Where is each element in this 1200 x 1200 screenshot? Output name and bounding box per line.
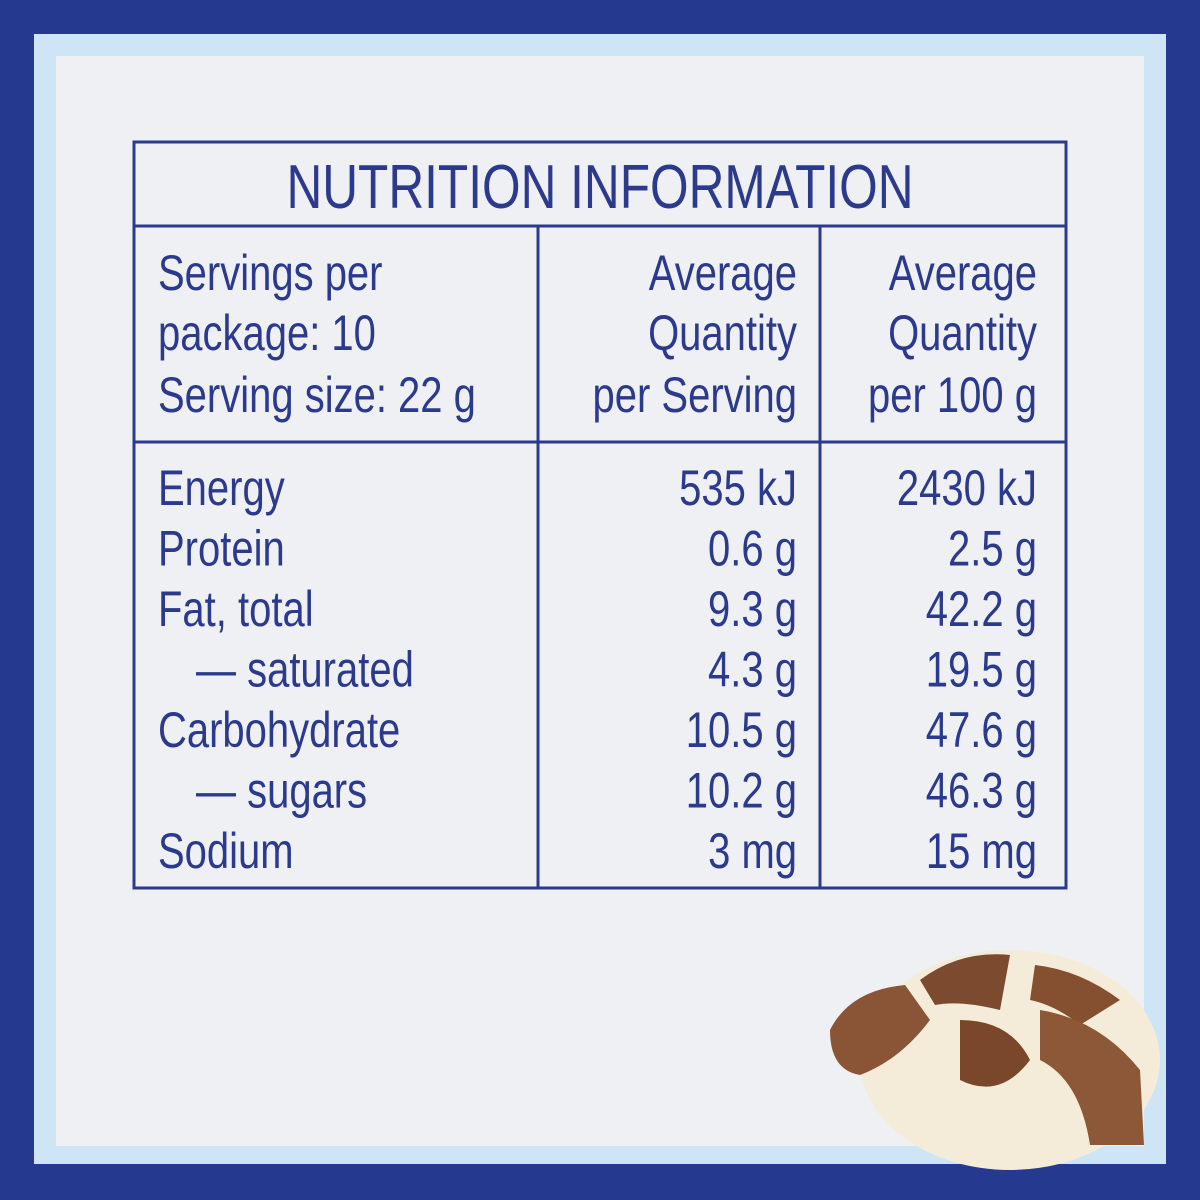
header-text: Average [889,245,1037,301]
nutrient-label: — saturated [196,641,414,697]
nutrient-label: Sodium [158,823,294,879]
per-100g-value: 47.6 g [926,702,1037,758]
nutrition-table [132,140,1068,890]
header-text: per Serving [592,367,797,423]
nutrient-label: Energy [158,460,285,516]
nutrient-label: Fat, total [158,581,314,637]
header-text: package: 10 [158,305,376,361]
table-text: NUTRITION INFORMATION Servings perpackage… [158,152,1037,879]
header-text: Quantity [648,305,797,361]
header-text: Serving size: 22 g [158,367,476,423]
nutrient-label: Carbohydrate [158,702,400,758]
header-text: Quantity [888,305,1037,361]
per-serving-value: 10.5 g [686,702,797,758]
per-serving-value: 3 mg [708,823,797,879]
header-text: per 100 g [868,367,1037,423]
per-100g-value: 2.5 g [948,520,1037,576]
header-text: Servings per [158,245,383,301]
ice-cream [830,950,1160,1170]
per-100g-value: 2430 kJ [897,460,1037,516]
header-text: Average [649,245,797,301]
per-serving-value: 9.3 g [708,581,797,637]
per-serving-value: 4.3 g [708,641,797,697]
per-serving-value: 10.2 g [686,762,797,818]
per-100g-value: 19.5 g [926,641,1037,697]
nutrient-label: Protein [158,520,285,576]
table-border [132,140,1068,890]
nutrient-label: — sugars [196,762,367,818]
per-serving-value: 535 kJ [679,460,797,516]
table-title: NUTRITION INFORMATION [286,152,913,222]
per-100g-value: 15 mg [926,823,1037,879]
per-100g-value: 42.2 g [926,581,1037,637]
per-serving-value: 0.6 g [708,520,797,576]
per-100g-value: 46.3 g [926,762,1037,818]
